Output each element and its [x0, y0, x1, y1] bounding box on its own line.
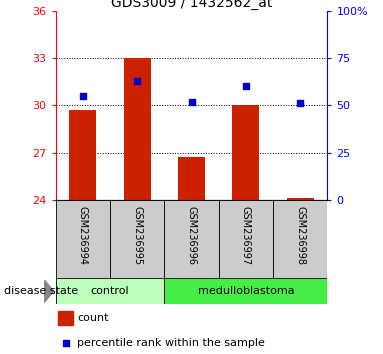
Bar: [273, 200, 327, 278]
Text: GSM236996: GSM236996: [187, 206, 196, 265]
Point: [243, 84, 249, 89]
Point: [80, 93, 86, 99]
Title: GDS3009 / 1432562_at: GDS3009 / 1432562_at: [111, 0, 272, 10]
Point: [63, 340, 69, 346]
Bar: [164, 200, 219, 278]
Point: [297, 101, 303, 106]
Bar: [56, 278, 164, 304]
Text: percentile rank within the sample: percentile rank within the sample: [77, 338, 265, 348]
Point: [188, 99, 195, 104]
Text: GSM236998: GSM236998: [295, 206, 305, 265]
Bar: [178, 158, 205, 200]
Text: control: control: [91, 286, 129, 296]
Bar: [219, 200, 273, 278]
Bar: [110, 200, 164, 278]
Text: disease state: disease state: [4, 286, 78, 296]
Text: GSM236994: GSM236994: [78, 206, 88, 265]
Text: medulloblastoma: medulloblastoma: [198, 286, 294, 296]
Bar: [164, 278, 327, 304]
Point: [134, 78, 140, 84]
Text: count: count: [77, 313, 109, 323]
Text: GSM236995: GSM236995: [132, 206, 142, 266]
Bar: [58, 312, 73, 325]
Bar: [123, 58, 151, 200]
Polygon shape: [44, 280, 54, 303]
Bar: [56, 200, 110, 278]
Text: GSM236997: GSM236997: [241, 206, 251, 266]
Bar: [69, 110, 96, 200]
Bar: [286, 199, 314, 200]
Bar: [232, 105, 259, 200]
